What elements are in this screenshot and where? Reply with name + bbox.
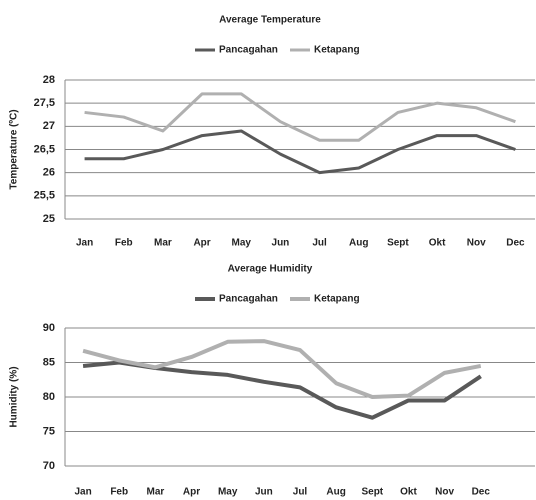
legend-label: Pancagahan [219,45,278,56]
y-tick-label: 70 [43,460,55,472]
x-tick-label: Jan [74,487,91,498]
x-tick-label: Mar [154,238,172,249]
y-tick-label: 25,5 [34,190,55,202]
y-tick-label: 27 [43,120,55,132]
x-tick-label: Sept [361,487,383,498]
y-tick-label: 75 [43,425,55,437]
x-tick-label: May [232,238,252,249]
legend-label: Ketapang [314,294,360,305]
y-tick-label: 85 [43,356,55,368]
x-tick-label: Jul [312,238,327,249]
x-tick-label: Dec [506,238,525,249]
y-tick-label: 25 [43,213,55,225]
x-tick-label: Mar [146,487,164,498]
x-tick-label: Jul [293,487,308,498]
x-tick-label: Dec [472,487,491,498]
chart-title: Average Temperature [219,15,321,26]
y-axis-title: Temperature (ºC) [9,109,20,189]
series-line [82,360,482,420]
y-tick-label: 26 [43,167,55,179]
x-tick-label: Nov [435,487,454,498]
x-tick-label: Jun [272,238,290,249]
series-line [84,92,516,142]
x-tick-label: Aug [326,487,345,498]
x-tick-label: Okt [429,238,446,249]
chart-title: Average Humidity [228,264,313,275]
legend-label: Ketapang [314,45,360,56]
y-tick-label: 26,5 [34,143,55,155]
legend-label: Pancagahan [219,294,278,305]
x-tick-label: Sept [387,238,409,249]
x-tick-label: Feb [115,238,133,249]
y-tick-label: 28 [43,74,55,86]
y-tick-label: 80 [43,391,55,403]
x-tick-label: Jan [76,238,93,249]
y-tick-label: 90 [43,322,55,334]
x-tick-label: Okt [400,487,417,498]
x-tick-label: Feb [110,487,128,498]
y-axis-title: Humidity (%) [9,366,20,427]
x-tick-label: Apr [193,238,210,249]
x-tick-label: Apr [183,487,200,498]
x-tick-label: Aug [349,238,368,249]
x-tick-label: Jun [255,487,273,498]
x-tick-label: Nov [467,238,486,249]
series-line [82,339,482,399]
x-tick-label: May [218,487,238,498]
series-line [84,129,516,175]
y-tick-label: 27,5 [34,97,55,109]
